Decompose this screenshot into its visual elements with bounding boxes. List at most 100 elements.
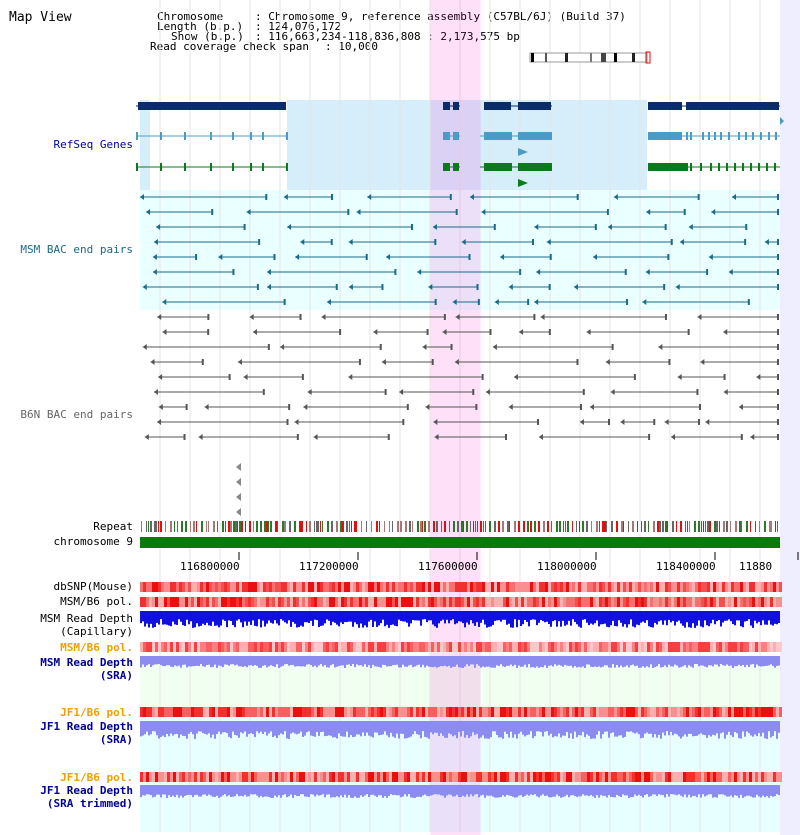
repeat-element	[771, 521, 772, 532]
depth-bar	[574, 785, 576, 797]
heat-cell	[701, 582, 704, 592]
depth-bar	[458, 721, 460, 732]
gene-exon	[184, 163, 186, 171]
depth-bar	[426, 721, 428, 738]
heat-cell	[671, 582, 674, 592]
heat-cell	[590, 707, 593, 717]
depth-bar	[614, 721, 616, 737]
heat-cell	[455, 707, 458, 717]
depth-bar	[436, 611, 438, 628]
repeat-element	[483, 521, 484, 532]
depth-bar	[580, 656, 582, 668]
depth-bar	[400, 785, 402, 798]
heat-cell	[191, 772, 194, 782]
bac-end-marker	[777, 374, 779, 380]
depth-bar	[498, 785, 500, 798]
heat-cell	[422, 642, 425, 652]
bac-end-marker	[607, 224, 612, 230]
heat-cell	[308, 772, 311, 782]
heat-cell	[758, 707, 761, 717]
bac-end-marker	[434, 434, 439, 440]
depth-bar	[652, 656, 654, 668]
depth-bar	[588, 656, 590, 665]
depth-bar	[558, 656, 560, 665]
depth-bar	[514, 656, 516, 665]
heat-cell	[728, 772, 731, 782]
depth-bar	[732, 656, 734, 668]
depth-bar	[250, 785, 252, 795]
depth-bar	[272, 656, 274, 667]
heat-cell	[572, 597, 575, 607]
depth-bar	[226, 656, 228, 665]
bac-end-marker	[195, 254, 198, 260]
bac-end-marker	[185, 404, 188, 410]
heat-cell	[296, 597, 299, 607]
depth-bar	[292, 656, 294, 665]
heat-cell	[470, 597, 473, 607]
heat-cell	[239, 582, 242, 592]
depth-bar	[230, 785, 232, 797]
depth-bar	[568, 656, 570, 666]
depth-bar	[526, 656, 528, 668]
bac-end-marker	[677, 374, 682, 380]
depth-bar	[742, 656, 744, 666]
depth-bar	[582, 656, 584, 667]
depth-bar	[208, 611, 210, 626]
bac-end-marker	[648, 434, 651, 440]
bac-end-marker	[481, 209, 486, 215]
bac-end-marker	[675, 284, 680, 290]
depth-bar	[332, 611, 334, 622]
depth-bar	[622, 785, 624, 795]
heat-cell	[170, 772, 173, 782]
depth-bar	[306, 611, 308, 623]
depth-bar	[640, 721, 642, 739]
repeat-element	[705, 521, 706, 532]
depth-bar	[736, 721, 738, 734]
depth-bar	[224, 785, 226, 795]
depth-bar	[620, 721, 622, 736]
depth-bar	[626, 721, 628, 732]
heat-cell	[764, 642, 767, 652]
heat-cell	[212, 772, 215, 782]
depth-bar	[500, 721, 502, 738]
repeat-element	[637, 521, 638, 532]
depth-bar	[682, 611, 684, 626]
bac-end-marker	[646, 209, 651, 215]
depth-bar	[508, 656, 510, 666]
gene-exon	[690, 163, 692, 171]
heat-cell	[272, 707, 275, 717]
depth-bar	[734, 656, 736, 667]
heat-cell	[269, 582, 272, 592]
depth-bar	[612, 721, 614, 733]
heat-cell	[569, 772, 572, 782]
depth-bar	[402, 721, 404, 734]
depth-bar	[778, 656, 780, 666]
repeat-element	[687, 521, 688, 532]
heat-cell	[431, 642, 434, 652]
heat-cell	[185, 642, 188, 652]
chromosome-ideogram-icon	[529, 51, 651, 64]
depth-bar	[526, 785, 528, 795]
depth-bar	[754, 656, 756, 668]
heat-cell	[557, 642, 560, 652]
heat-cell	[749, 582, 752, 592]
bac-end-marker	[381, 359, 386, 365]
heat-cell	[602, 772, 605, 782]
depth-bar	[218, 611, 220, 628]
heat-cell	[698, 772, 701, 782]
repeat-element	[599, 521, 600, 532]
heat-cell	[584, 597, 587, 607]
heat-cell	[179, 582, 182, 592]
heat-cell	[422, 707, 425, 717]
depth-bar	[148, 785, 150, 795]
depth-bar	[442, 611, 444, 620]
heat-cell	[623, 582, 626, 592]
depth-bar	[640, 611, 642, 623]
heat-cell	[323, 772, 326, 782]
depth-bar	[300, 785, 302, 795]
heat-cell	[179, 772, 182, 782]
depth-bar	[474, 785, 476, 795]
heat-cell	[158, 642, 161, 652]
heat-cell	[755, 582, 758, 592]
